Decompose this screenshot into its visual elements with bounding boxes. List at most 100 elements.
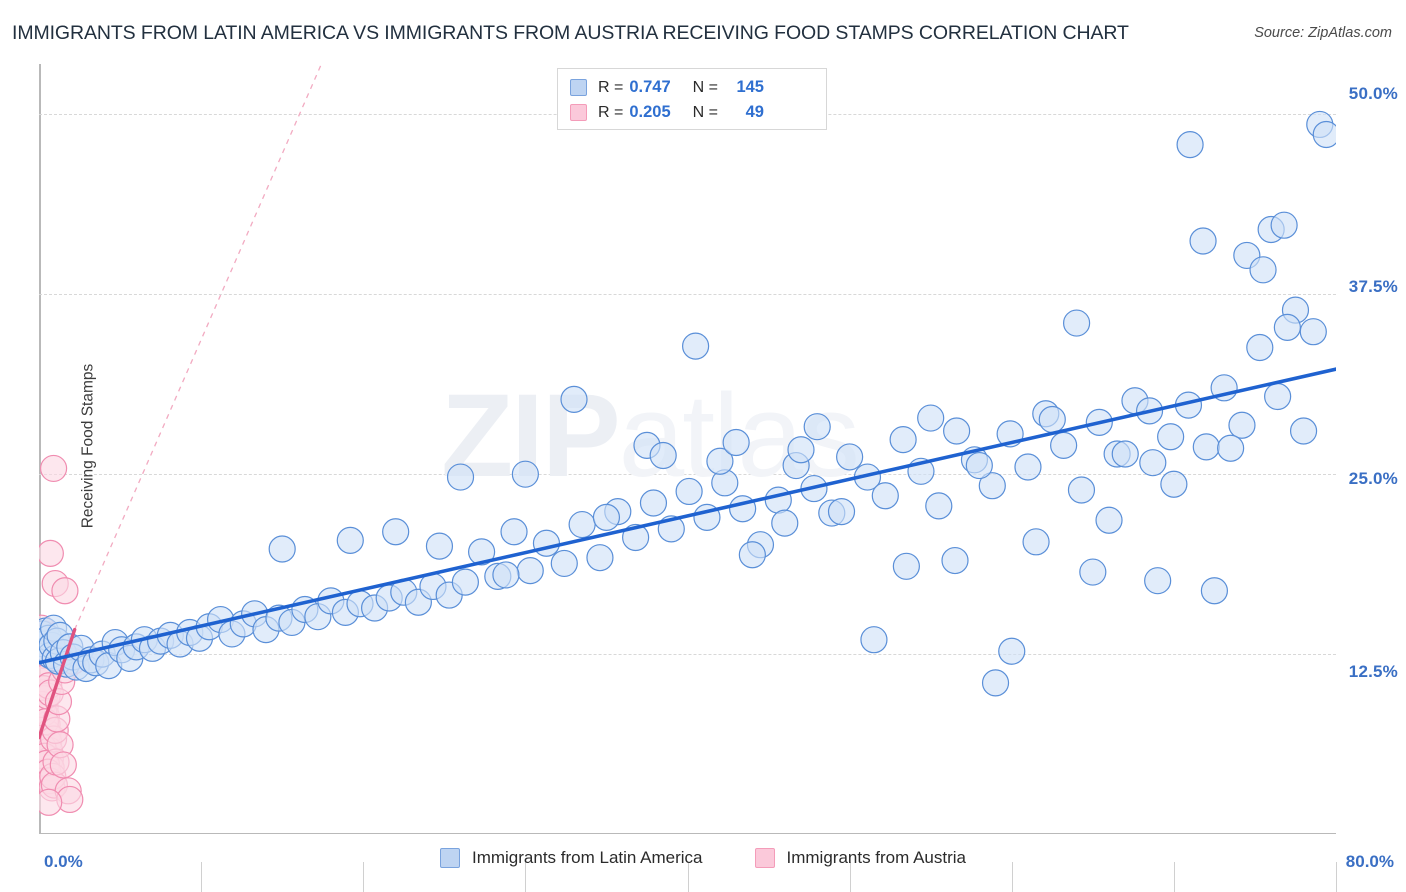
series-legend: Immigrants from Latin America Immigrants… [0,848,1406,868]
data-point [771,509,799,537]
legend-item-austria[interactable]: Immigrants from Austria [754,848,967,868]
correlation-stats-box: R = 0.747 N = 145 R = 0.205 N = 49 [557,68,827,130]
data-point [1200,577,1229,605]
x-tick-10 [201,862,203,892]
data-point [1264,382,1292,411]
data-point [1095,506,1123,534]
data-point [1139,449,1167,477]
y-tick-label-12_5: 12.5% [1348,662,1398,681]
data-point [39,454,68,483]
y-tick-label-25: 25.0% [1348,469,1398,488]
data-point [1192,433,1220,461]
data-point [1160,470,1188,498]
x-tick-20 [363,862,365,892]
gridline-y-25 [39,474,1336,476]
data-point [451,568,479,596]
gridline-y-37_5 [39,294,1336,296]
stats-n-value-blue: 145 [736,78,764,96]
data-point [500,518,528,546]
data-point [836,443,864,471]
data-point [1312,120,1336,149]
points-latin-america [39,110,1336,697]
x-tick-70 [1173,862,1175,892]
x-axis-line [39,833,1336,834]
data-point [892,552,920,580]
data-point [1050,431,1078,460]
data-point [943,417,971,445]
data-point [675,477,703,506]
data-point [1273,313,1301,341]
data-point [682,332,710,360]
trendline-austria [39,627,77,740]
x-axis-max-label: 80.0% [1345,852,1394,871]
data-point [965,451,993,480]
stats-swatch-pink [570,104,587,121]
data-point [941,546,969,575]
legend-label-latin-america: Immigrants from Latin America [471,848,703,867]
data-point [51,577,79,605]
data-point [492,561,520,589]
data-point [722,428,750,457]
legend-swatch-austria [754,848,775,868]
data-point [889,426,917,454]
trendline-latin-america [39,367,1336,665]
legend-label-austria: Immigrants from Austria [786,848,967,867]
page-title: IMMIGRANTS FROM LATIN AMERICA VS IMMIGRA… [12,22,1129,44]
data-point [649,441,677,470]
stats-n-value-pink: 49 [745,103,764,121]
data-point [1270,211,1298,239]
data-point [511,460,539,488]
data-point [516,557,544,585]
data-point [1299,318,1327,346]
data-point [706,447,734,475]
stats-r-value-pink: 0.205 [629,103,671,121]
data-point [468,538,496,566]
data-point [425,532,454,560]
data-point [981,669,1010,697]
data-point [738,541,766,569]
data-point [1022,528,1050,556]
data-point [917,404,945,432]
stats-n-label-pink: N = [692,103,718,121]
data-point [860,626,888,654]
legend-item-latin-america[interactable]: Immigrants from Latin America [439,848,703,868]
stats-row-latin-america: R = 0.747 N = 145 [570,75,816,100]
data-point [871,482,899,510]
data-point [978,472,1006,500]
data-point [1228,411,1256,439]
data-point [1014,453,1042,481]
data-point [1176,130,1204,159]
legend-swatch-latin-america [439,848,460,868]
data-point [446,463,475,491]
stats-swatch-blue [570,79,587,96]
data-point [639,489,668,517]
data-point [336,526,364,554]
data-point [49,751,77,779]
plot-area: ZIPatlas [39,64,1337,892]
x-tick-60 [1011,862,1013,892]
data-point [827,498,856,526]
data-point [1067,476,1096,504]
source-label: Source: ZipAtlas.com [1254,25,1392,41]
data-point [1038,405,1066,434]
data-point [1289,417,1318,445]
scatter-plot [39,64,1336,816]
data-point [1144,567,1172,595]
gridline-y-12_5 [39,654,1336,656]
data-point [1157,423,1185,451]
data-point [382,518,410,546]
data-point [39,539,64,567]
data-point [592,503,621,531]
data-point [1246,333,1274,362]
data-point [998,637,1026,665]
stats-r-label-blue: R = [598,78,624,96]
data-point [1111,440,1139,468]
data-point [268,535,296,563]
y-tick-label-50: 50.0% [1348,84,1398,103]
data-point [787,436,815,464]
data-point [925,492,953,520]
data-point [1217,434,1245,462]
data-point [1062,309,1091,337]
x-tick-30 [525,862,527,892]
